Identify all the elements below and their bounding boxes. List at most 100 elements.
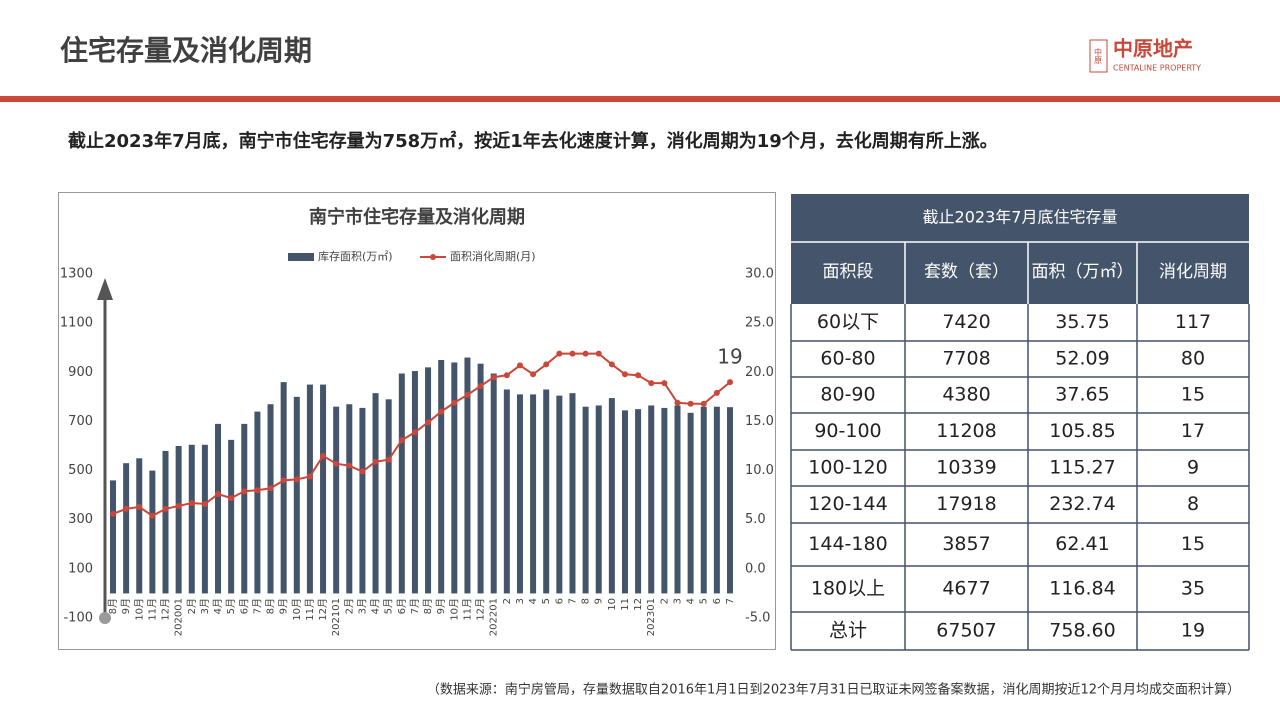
bar (700, 406, 707, 594)
bar (569, 393, 576, 594)
bar (254, 411, 261, 594)
table-cell: 15 (1181, 384, 1205, 406)
line-point (490, 374, 497, 381)
y-tick-label: 500 (68, 463, 93, 478)
table-cell: 758.60 (1049, 620, 1115, 642)
y2-tick-label: 30.0 (745, 267, 774, 282)
x-tick-label: 5 (541, 598, 552, 604)
bar (516, 394, 523, 594)
x-tick-label: 7 (725, 598, 736, 604)
line-point (280, 477, 287, 484)
table-cell: 8 (1187, 493, 1199, 515)
table-cell: 120-144 (808, 493, 887, 515)
x-tick-label: 10月 (133, 598, 145, 621)
y2-tick-label: 5.0 (745, 512, 766, 527)
line-point (385, 456, 392, 463)
x-tick-label: 3 (515, 598, 526, 604)
table-cell: 80 (1181, 348, 1205, 370)
x-tick-label: 12月 (475, 598, 487, 621)
page-title: 住宅存量及消化周期 (60, 34, 312, 67)
line-point (648, 380, 655, 387)
y-tick-label: 700 (68, 414, 93, 429)
x-tick-label: 10 (607, 598, 618, 611)
footnote: （数据来源：南宁房管局，存量数据取自2016年1月1日到2023年7月31日已取… (427, 682, 1240, 698)
bar (188, 444, 195, 594)
x-tick-label: 11月 (304, 598, 316, 621)
bar (162, 450, 169, 594)
bar (621, 410, 628, 594)
y-tick-label: 300 (68, 512, 93, 527)
x-tick-label: 8月 (422, 598, 434, 614)
bar (385, 399, 392, 594)
table-cell: 80-90 (820, 384, 875, 406)
line-point (254, 487, 261, 494)
x-tick-label: 8 (581, 598, 592, 604)
legend-label: 面积消化周期(月) (450, 249, 536, 263)
bar (228, 439, 235, 594)
line-point (621, 371, 628, 378)
x-tick-label: 6月 (396, 598, 408, 614)
table-cell: 52.09 (1055, 348, 1109, 370)
bar (530, 394, 537, 594)
x-tick-label: 11月 (461, 598, 473, 621)
bar (372, 393, 379, 594)
bar (333, 406, 340, 594)
table-cell: 9 (1187, 457, 1199, 479)
line-point (162, 505, 169, 512)
line-point (674, 399, 681, 406)
x-tick-label: 10月 (448, 598, 460, 621)
x-tick-label: 7 (567, 598, 578, 604)
chart-title: 南宁市住宅存量及消化周期 (309, 206, 525, 228)
x-tick-label: 11 (620, 598, 631, 611)
table-cell: 17918 (936, 493, 996, 515)
line-point (543, 361, 550, 368)
logo-stamp-box (1089, 39, 1108, 73)
y2-tick-label: 10.0 (745, 463, 774, 478)
table-cell: 37.65 (1055, 384, 1109, 406)
table-cell: 4380 (942, 384, 990, 406)
x-tick-label: 6月 (238, 598, 250, 614)
bar (648, 405, 655, 594)
line-point (175, 502, 182, 509)
table-cell: 35 (1181, 578, 1205, 600)
y-tick-label: 100 (68, 561, 93, 576)
table-cell: 3857 (942, 533, 990, 555)
bar (687, 412, 694, 594)
legend-dot (430, 254, 436, 260)
y-tick-label: -100 (63, 611, 93, 626)
bar (490, 373, 497, 594)
x-tick-label: 5月 (225, 598, 237, 614)
x-tick-label: 12月 (317, 598, 329, 621)
bar (293, 396, 300, 594)
table-column-header: 面积（万㎡） (1032, 262, 1134, 282)
line-point (346, 462, 353, 469)
y2-tick-label: 15.0 (745, 414, 774, 429)
y2-tick-label: 25.0 (745, 316, 774, 331)
line-point (398, 437, 405, 444)
table-column-header: 消化周期 (1159, 262, 1227, 282)
line-point (608, 361, 615, 368)
x-tick-label: 7月 (251, 598, 263, 614)
line-point (582, 350, 589, 357)
x-tick-label: 2 (659, 598, 670, 604)
bar (425, 367, 432, 594)
table-cell: 100-120 (808, 457, 887, 479)
line-point (425, 419, 432, 426)
bar (110, 480, 116, 594)
line-point (661, 380, 668, 387)
logo-en: CENTALINE PROPERTY (1113, 64, 1201, 73)
logo: 中原地产 (1113, 37, 1193, 61)
x-tick-label: 2 (502, 598, 513, 604)
bar (123, 463, 130, 594)
y-tick-label: 1300 (60, 267, 93, 282)
x-tick-label: 4月 (370, 598, 382, 614)
line-point (123, 505, 130, 512)
axis-arrowhead (97, 278, 113, 300)
line-point (188, 500, 195, 507)
x-tick-label: 4 (528, 598, 539, 604)
line-point (713, 389, 720, 396)
line-point (503, 372, 510, 379)
legend-swatch (288, 253, 314, 261)
line-point (411, 429, 418, 436)
x-tick-label: 3 (672, 598, 683, 604)
